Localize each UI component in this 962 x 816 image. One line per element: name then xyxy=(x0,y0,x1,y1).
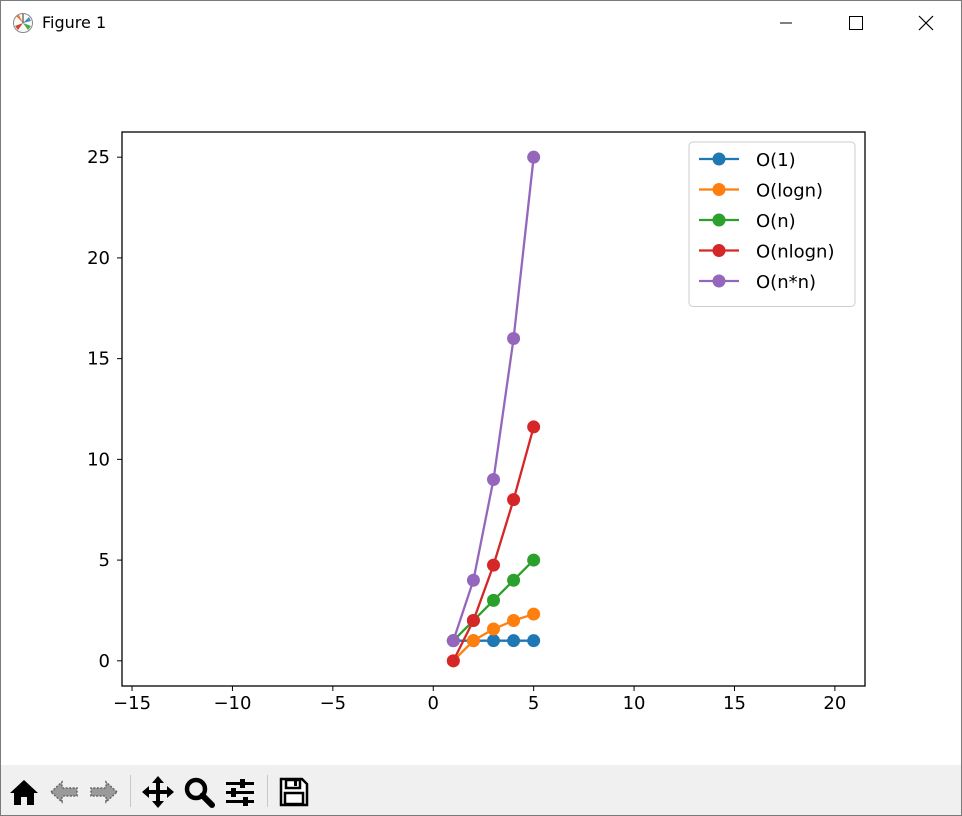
legend-marker xyxy=(712,274,726,288)
data-point xyxy=(507,493,521,507)
sliders-icon xyxy=(226,779,254,806)
minimize-icon xyxy=(780,22,792,24)
y-tick-label: 15 xyxy=(87,349,110,370)
save-icon xyxy=(279,777,309,807)
x-tick-label: 15 xyxy=(723,693,746,714)
legend-marker xyxy=(712,152,726,166)
pan-button[interactable] xyxy=(141,775,175,809)
data-point xyxy=(527,607,541,621)
data-point xyxy=(466,573,480,587)
toolbar-separator xyxy=(267,775,268,807)
legend-label: O(n) xyxy=(756,211,796,232)
legend-label: O(n*n) xyxy=(756,272,816,293)
y-tick-label: 25 xyxy=(87,147,110,168)
legend-box xyxy=(688,141,856,307)
forward-button[interactable] xyxy=(87,775,121,809)
legend-label: O(1) xyxy=(756,150,796,171)
home-button[interactable] xyxy=(7,775,41,809)
data-point xyxy=(487,634,500,648)
legend-marker xyxy=(712,244,726,257)
close-button[interactable] xyxy=(891,1,961,45)
legend-marker xyxy=(712,213,726,227)
maximize-icon xyxy=(849,16,863,30)
x-tick-label: −15 xyxy=(113,693,151,714)
data-point xyxy=(487,558,500,572)
legend-label: O(nlogn) xyxy=(756,242,834,263)
data-point xyxy=(466,614,480,628)
plot-canvas[interactable]: −15 −10 −5 0 5 10 15 20 0 5 10 15 20 25 O(1) O(logn) O(n… xyxy=(1,45,961,765)
data-point xyxy=(487,473,500,487)
data-point xyxy=(487,622,500,636)
save-button[interactable] xyxy=(277,775,311,809)
y-tick-label: 5 xyxy=(99,550,110,571)
title-bar[interactable]: Figure 1 xyxy=(1,1,961,45)
legend-marker xyxy=(712,183,726,196)
data-point xyxy=(527,553,541,567)
x-tick-label: −5 xyxy=(320,693,347,714)
data-point xyxy=(507,614,521,628)
subplots-button[interactable] xyxy=(223,775,257,809)
data-point xyxy=(507,331,521,345)
data-point xyxy=(527,420,541,434)
window-title: Figure 1 xyxy=(42,13,107,32)
back-arrow-icon xyxy=(49,780,78,804)
maximize-button[interactable] xyxy=(821,1,891,45)
data-point xyxy=(507,634,521,648)
move-icon xyxy=(142,776,174,808)
minimize-button[interactable] xyxy=(751,1,821,45)
close-icon xyxy=(918,15,934,31)
data-point xyxy=(446,634,460,648)
home-icon xyxy=(10,780,38,805)
navigation-toolbar xyxy=(1,765,961,815)
zoom-icon xyxy=(184,777,215,808)
zoom-button[interactable] xyxy=(182,775,216,809)
data-point xyxy=(446,654,460,668)
toolbar-separator xyxy=(130,775,131,807)
x-tick-label: −10 xyxy=(213,693,251,714)
data-point xyxy=(527,634,541,648)
x-tick-label: 0 xyxy=(428,693,439,714)
matplotlib-logo-icon xyxy=(12,12,34,34)
forward-arrow-icon xyxy=(90,780,119,804)
back-button[interactable] xyxy=(47,775,81,809)
legend-label: O(logn) xyxy=(756,181,823,202)
data-point xyxy=(487,593,500,607)
line-chart: −15 −10 −5 0 5 10 15 20 0 5 10 15 20 25 O(1) O(logn) O(n… xyxy=(87,131,866,714)
x-tick-label: 20 xyxy=(823,693,846,714)
x-tick-label: 10 xyxy=(623,693,646,714)
y-tick-label: 10 xyxy=(87,449,110,470)
y-tick-label: 0 xyxy=(99,651,110,672)
data-point xyxy=(507,573,521,587)
y-tick-label: 20 xyxy=(87,248,110,269)
x-tick-label: 5 xyxy=(528,693,539,714)
data-point xyxy=(527,150,541,164)
axes-frame xyxy=(121,131,866,687)
data-point xyxy=(466,634,480,648)
